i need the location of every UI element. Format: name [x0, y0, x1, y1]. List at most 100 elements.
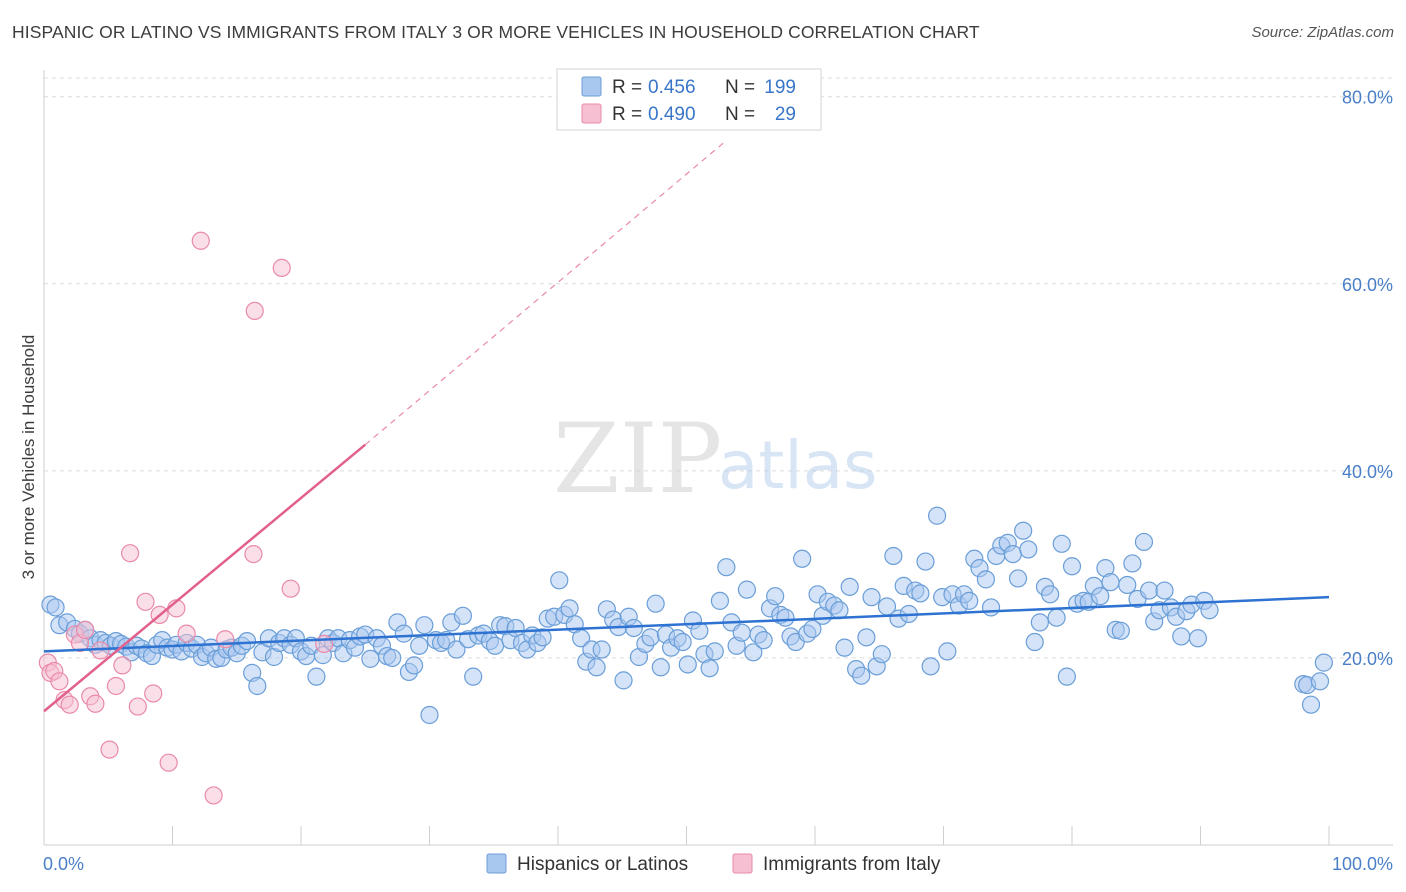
watermark-atlas: atlas [718, 427, 878, 504]
data-point [921, 657, 940, 676]
data-point [410, 636, 429, 655]
trend-line-hispanics [43, 595, 1330, 653]
data-point [464, 667, 483, 686]
data-point [315, 634, 334, 653]
legend-n-value-2: 29 [775, 104, 796, 125]
data-point [50, 672, 69, 691]
data-point [415, 616, 434, 635]
data-point [86, 694, 105, 713]
legend-stats: R = 0.456 N = 199 R = 0.490 N = 29 [556, 68, 822, 131]
source-label: Source: ZipAtlas.com [1251, 24, 1394, 41]
watermark-zip: ZIP [553, 403, 722, 515]
data-point [394, 624, 413, 643]
data-point [1003, 545, 1022, 564]
data-point [533, 628, 552, 647]
data-point [128, 697, 147, 716]
data-point [1101, 573, 1120, 592]
legend-n-value-1: 199 [764, 77, 796, 98]
data-point [737, 580, 756, 599]
data-point [673, 632, 692, 652]
legend-swatch-blue [581, 76, 602, 97]
data-point [272, 258, 291, 277]
data-point [1188, 629, 1208, 648]
trend-line-italy [43, 443, 367, 713]
data-point [852, 666, 871, 685]
data-point [927, 506, 947, 525]
data-point [646, 594, 665, 613]
data-point [857, 628, 876, 647]
x-ticks [43, 826, 1330, 845]
y-tick-label: 60.0% [1342, 275, 1393, 295]
trend-lines [43, 141, 1330, 713]
data-point [678, 655, 697, 674]
data-point [76, 620, 95, 639]
data-point [485, 636, 505, 655]
data-point [1134, 532, 1154, 552]
data-point [1041, 585, 1060, 604]
data-point [1172, 627, 1191, 646]
data-point [884, 546, 903, 566]
data-point [1014, 521, 1033, 540]
data-point [120, 544, 140, 563]
legend-r-label-1: R = [612, 77, 642, 98]
legend-swatch-pink [581, 103, 602, 124]
data-point [835, 638, 854, 657]
data-point [60, 695, 79, 714]
data-point [1310, 672, 1330, 691]
data-point [1025, 632, 1044, 652]
data-point [916, 552, 935, 571]
data-point [560, 599, 579, 618]
data-point [766, 587, 785, 606]
data-point [592, 640, 611, 659]
data-point [404, 656, 424, 675]
data-point [690, 621, 709, 640]
data-point [248, 676, 267, 696]
legend-series: Hispanics or Latinos Immigrants from Ita… [486, 853, 941, 875]
legend-r-label-2: R = [612, 104, 642, 125]
data-point [710, 591, 730, 610]
data-point [144, 684, 163, 703]
data-point [641, 628, 660, 647]
data-point [705, 642, 724, 661]
data-point [1118, 575, 1137, 595]
data-point [744, 643, 763, 662]
data-point [793, 549, 812, 568]
x-tick-label-min: 0.0% [43, 854, 84, 874]
legend-r-value-1: 0.456 [648, 77, 696, 98]
data-point [1200, 601, 1219, 620]
legend-series-label-1: Hispanics or Latinos [517, 854, 688, 875]
trend-line-italy-extension [364, 141, 726, 446]
data-point [447, 640, 466, 659]
data-point [624, 618, 643, 638]
y-tick-labels: 20.0% 40.0% 60.0% 80.0% [1342, 88, 1393, 669]
data-point [960, 591, 979, 610]
data-point [46, 598, 65, 617]
legend-n-label-2: N = [725, 104, 755, 125]
data-point [1052, 534, 1071, 553]
legend-series-swatch-blue [486, 853, 507, 874]
data-point [1301, 695, 1321, 714]
data-point [100, 740, 119, 759]
x-tick-label-max: 100.0% [1332, 854, 1393, 874]
data-point [862, 588, 881, 607]
y-tick-label: 80.0% [1342, 88, 1393, 108]
data-point [717, 558, 736, 577]
data-point [1123, 554, 1142, 573]
legend-n-label-1: N = [725, 77, 755, 98]
data-point [776, 608, 795, 627]
data-point [1139, 581, 1159, 600]
data-point [1008, 569, 1028, 588]
data-point [113, 656, 132, 675]
data-point [1030, 613, 1049, 632]
data-point [938, 642, 957, 661]
series-hispanics-points [41, 506, 1333, 725]
data-point [177, 624, 196, 643]
data-point [872, 645, 891, 664]
y-axis-title: 3 or more Vehicles in Household [19, 335, 38, 580]
data-point [651, 658, 670, 677]
data-point [1062, 557, 1082, 576]
data-point [307, 667, 326, 686]
data-point [981, 598, 1001, 617]
data-point [732, 623, 751, 642]
data-point [1047, 608, 1066, 627]
